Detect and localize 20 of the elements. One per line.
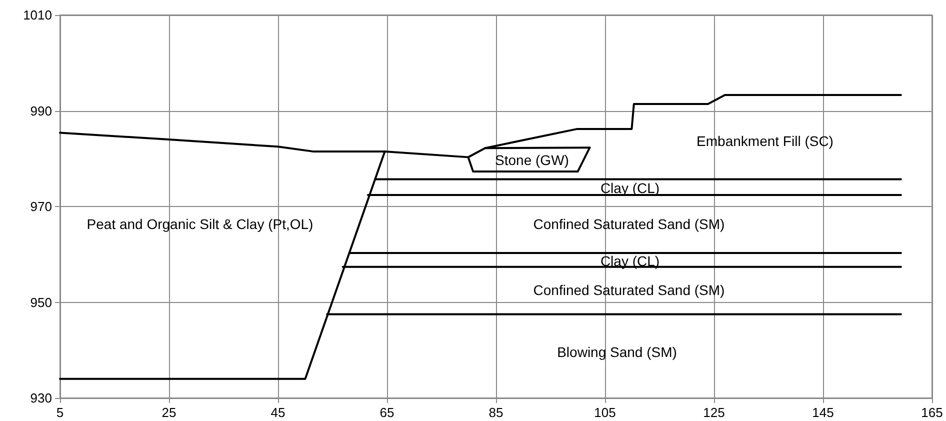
x-tick-label: 125	[703, 405, 725, 420]
annotation: Stone (GW)	[495, 152, 569, 168]
x-tick-label: 65	[380, 405, 394, 420]
annotation: Peat and Organic Silt & Clay (Pt,OL)	[86, 216, 314, 232]
y-tick-label: 990	[30, 103, 52, 118]
y-tick-label: 970	[30, 199, 52, 214]
y-tick-label: 950	[30, 294, 52, 310]
annotation: Embankment Fill (SC)	[696, 133, 834, 149]
x-tick-label: 45	[270, 405, 286, 420]
x-tick-label: 105	[594, 405, 616, 420]
x-tick-label: 25	[162, 405, 176, 420]
x-tick-label: 145	[812, 405, 834, 420]
x-tick-label: 5	[56, 405, 64, 420]
annotation: Blowing Sand (SM)	[557, 344, 677, 360]
y-tick-label: 930	[30, 390, 52, 406]
annotation: Confined Saturated Sand (SM)	[533, 282, 725, 298]
x-tick-label: 165	[921, 405, 943, 420]
annotation: Confined Saturated Sand (SM)	[533, 216, 725, 232]
y-tick-label: 1010	[23, 8, 52, 22]
x-tick-label: 85	[488, 405, 504, 420]
